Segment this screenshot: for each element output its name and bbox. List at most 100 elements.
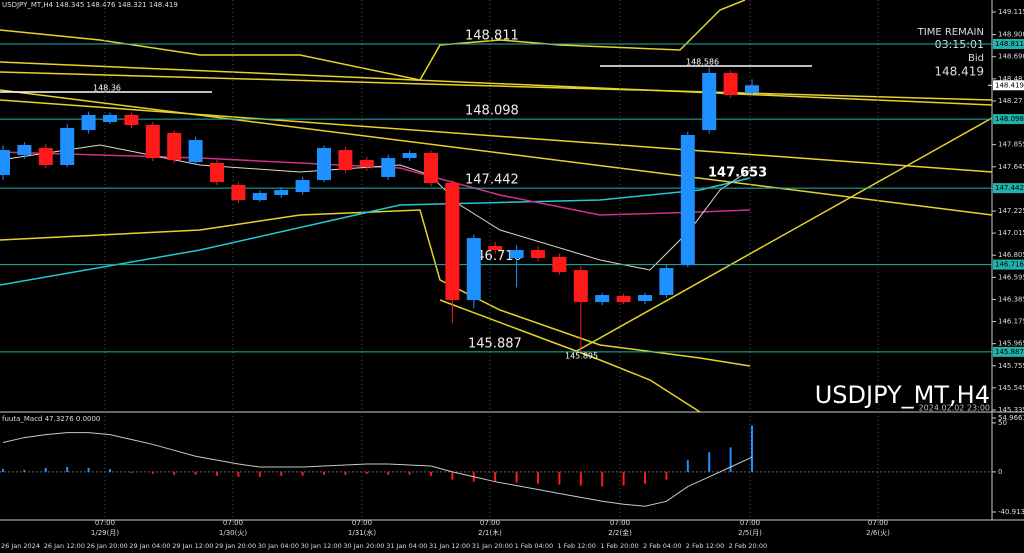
x-tick-label: 31 Jan 04:00 [386,542,427,550]
level-tag [993,346,1024,357]
y-tick-label: 146.385 [998,295,1024,303]
level-tag [993,114,1024,125]
macd-bar [408,471,411,475]
macd-bar [644,471,646,484]
y-tick-label: 0 [998,468,1002,476]
level-tag [993,259,1024,270]
candle-body [60,128,75,165]
candle-body [210,162,224,183]
candle-body [167,132,182,161]
level-label: 148.811 [465,29,519,44]
level-tag-label: 147.442 [995,184,1024,192]
y-tick-label: 147.645 [998,163,1024,171]
candle-body [17,144,32,155]
time-marker-date: 2/5(月) [738,529,762,537]
macd-bar [23,469,26,472]
candle-body [38,148,53,165]
y-tick-label: 145.335 [998,406,1024,414]
signal-line [2,432,753,507]
macd-bar [109,468,111,472]
level-label: 148.098 [465,104,519,119]
macd-bar [537,471,539,484]
trend-line [0,61,993,106]
macd-bar [301,471,304,476]
time-marker: 07:00 [610,519,630,527]
candle-body [103,114,117,123]
trend-line [0,99,993,173]
candle-body [231,184,246,201]
y-tick-label: 54.9661 [998,414,1024,422]
candle-body [638,295,652,302]
y-tick-label: 145.965 [998,340,1024,348]
level-label: 147.442 [465,173,519,188]
candle-body [359,160,374,167]
x-tick-label: 26 Jan 12:00 [44,542,85,550]
candle-body [338,150,353,171]
candle-body [81,114,96,131]
x-tick-label: 31 Jan 12:00 [429,542,470,550]
level-tag-label: 148.098 [995,115,1024,123]
annotation: 145.895 [565,352,598,361]
time-marker: 07:00 [480,519,500,527]
candle-body [745,85,759,94]
candle-body [402,152,417,159]
time-marker-date: 1/29(月) [91,529,119,537]
time-marker-date: 2/1(木) [478,528,502,537]
trend-line [0,89,993,216]
macd-bar [87,467,90,472]
x-tick-label: 2 Feb 20:00 [729,542,768,550]
macd-bar [2,468,4,472]
macd-bar [515,471,518,483]
time-marker-date: 1/30(火) [219,529,247,537]
candle-body [616,296,631,303]
candle-body [445,182,460,301]
y-tick-label: 149.115 [998,8,1024,16]
x-tick-label: 29 Jan 04:00 [129,542,170,550]
annotation: 148.586 [686,58,719,67]
y-tick-label: 145.755 [998,362,1024,370]
macd-bar [751,425,753,472]
macd-bar [151,471,154,474]
moving-average [0,144,751,271]
y-tick-label: 50 [998,419,1007,427]
macd-bar [66,466,69,472]
time-marker: 07:00 [95,519,115,527]
macd-bar [130,471,133,473]
macd-bar [622,471,625,486]
y-tick-label: 148.27 [998,97,1023,105]
candle-body [509,250,524,259]
macd-bar [44,467,47,472]
moving-average [0,177,751,286]
macd-bar [194,471,197,475]
time-marker: 07:00 [740,519,760,527]
macd-bar [494,471,497,482]
time-marker-date: 1/31(水) [348,528,376,537]
x-tick-label: 30 Jan 04:00 [258,542,299,550]
candle-body [466,238,481,301]
candle-body [488,246,503,251]
candle-body [274,190,289,195]
x-tick-label: 1 Feb 12:00 [557,542,596,550]
macd-bar [430,471,432,476]
time-marker: 07:00 [352,519,372,527]
level-label: 145.887 [468,336,522,351]
x-tick-label: 1 Feb 20:00 [600,542,639,550]
candle-body [381,158,396,177]
level-tag [993,183,1024,194]
time-marker-date: 2/6(火) [866,529,890,537]
macd-bar [601,471,604,487]
macd-bar [387,471,390,475]
price-tag [993,80,1024,91]
trend-line [574,117,993,353]
y-tick-label: 147.855 [998,141,1024,149]
y-tick-label: 146.805 [998,251,1024,259]
x-tick-label: 30 Jan 20:00 [343,542,384,550]
candle-body [0,150,10,175]
macd-bar [686,460,689,472]
moving-average [0,151,751,216]
macd-bar [365,471,368,474]
level-tag-label: 148.811 [995,40,1024,48]
macd-bar [708,452,711,472]
band-lower-2 [439,299,701,413]
